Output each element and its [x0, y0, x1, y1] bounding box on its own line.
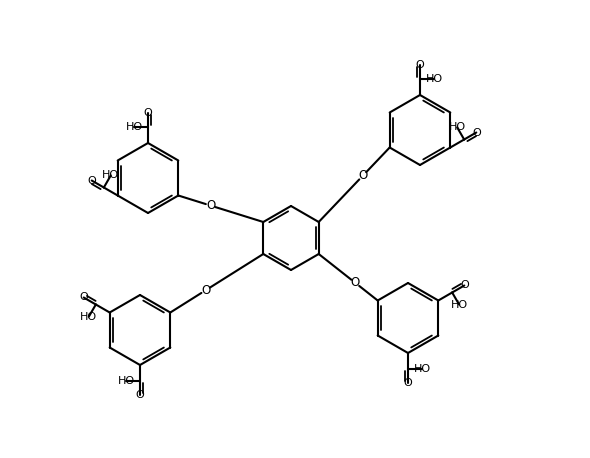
- Text: HO: HO: [451, 300, 468, 310]
- Text: O: O: [472, 127, 481, 137]
- Text: O: O: [404, 378, 412, 388]
- Text: HO: HO: [414, 364, 431, 374]
- Text: O: O: [206, 199, 215, 212]
- Text: O: O: [201, 284, 210, 297]
- Text: O: O: [358, 169, 368, 182]
- Text: HO: HO: [102, 170, 119, 180]
- Text: HO: HO: [117, 376, 135, 386]
- Text: O: O: [350, 276, 360, 289]
- Text: O: O: [136, 390, 145, 400]
- Text: O: O: [460, 280, 468, 290]
- Text: O: O: [415, 60, 424, 70]
- Text: O: O: [79, 293, 88, 302]
- Text: O: O: [87, 175, 96, 185]
- Text: HO: HO: [126, 122, 143, 132]
- Text: O: O: [143, 108, 152, 118]
- Text: HO: HO: [425, 74, 442, 84]
- Text: HO: HO: [80, 311, 97, 322]
- Text: HO: HO: [448, 122, 466, 132]
